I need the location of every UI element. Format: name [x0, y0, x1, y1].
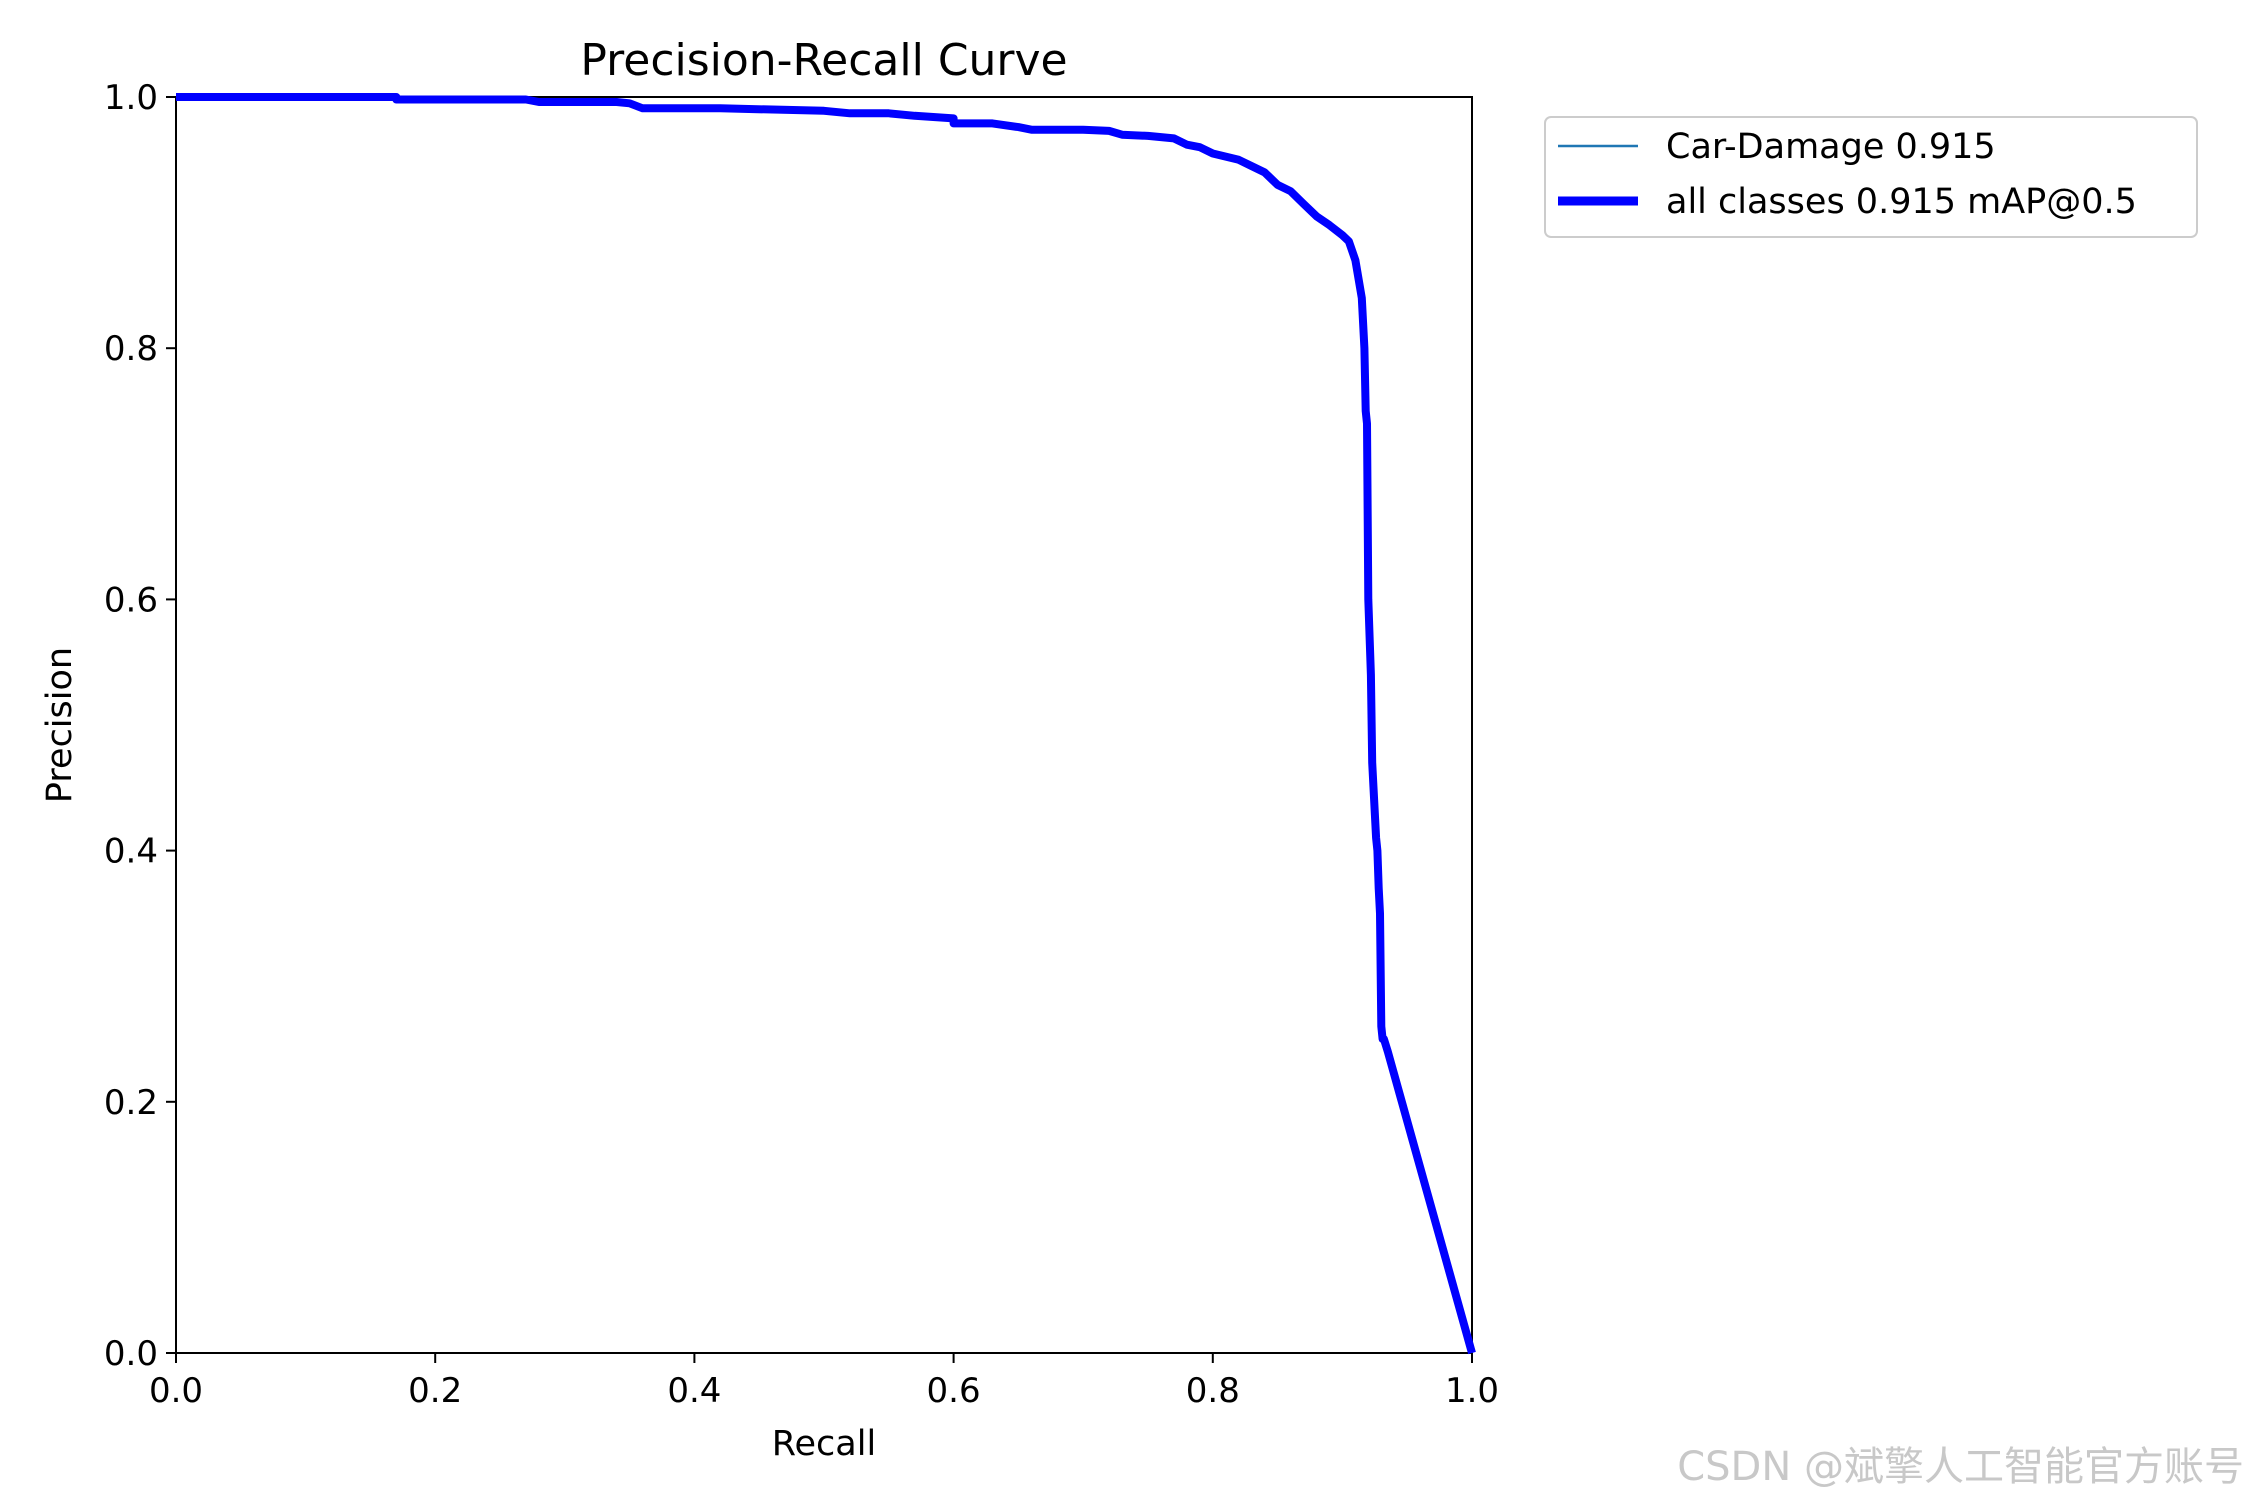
- series-layer: [176, 93, 1476, 1355]
- x-tick-label: 1.0: [1445, 1371, 1499, 1411]
- x-axis-ticks: 0.0 0.2 0.4 0.6 0.8 1.0: [149, 1353, 1499, 1411]
- x-tick-label: 0.2: [408, 1371, 462, 1411]
- legend-label-car-damage: Car-Damage 0.915: [1666, 127, 1996, 167]
- x-tick-label: 0.0: [149, 1371, 203, 1411]
- x-axis-label: Recall: [772, 1424, 876, 1464]
- y-tick-label: 0.0: [104, 1334, 158, 1374]
- chart-title: Precision-Recall Curve: [580, 35, 1067, 86]
- y-tick-label: 0.6: [104, 580, 158, 620]
- legend-label-all-classes: all classes 0.915 mAP@0.5: [1666, 182, 2137, 222]
- y-tick-label: 0.4: [104, 832, 158, 872]
- watermark: CSDN @斌擎人工智能官方账号: [1677, 1444, 2244, 1490]
- legend: Car-Damage 0.915 all classes 0.915 mAP@0…: [1544, 116, 2198, 238]
- y-tick-label: 0.8: [104, 329, 158, 369]
- y-tick-label: 1.0: [104, 78, 158, 118]
- plot-area: [175, 96, 1473, 1354]
- x-tick-label: 0.8: [1186, 1371, 1240, 1411]
- legend-box: [1544, 116, 2198, 238]
- x-tick-label: 0.6: [927, 1371, 981, 1411]
- x-tick-label: 0.4: [667, 1371, 721, 1411]
- y-axis-label: Precision: [40, 647, 80, 803]
- series-line-all-classes: [176, 93, 1476, 1355]
- y-axis-ticks: 0.0 0.2 0.4 0.6 0.8 1.0: [104, 78, 176, 1374]
- y-tick-label: 0.2: [104, 1083, 158, 1123]
